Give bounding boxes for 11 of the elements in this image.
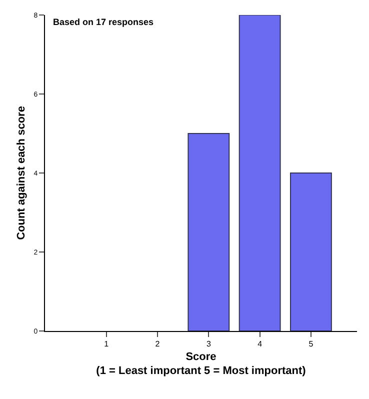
x-tick-label: 5 [308, 340, 314, 349]
x-tick-label: 1 [104, 340, 110, 349]
x-tick-label: 4 [258, 340, 263, 349]
bar [290, 172, 332, 331]
y-axis-title: Count against each score [15, 106, 28, 240]
x-tick-label: 3 [206, 340, 212, 349]
x-tick-label: 2 [155, 340, 160, 349]
x-axis-title: Score (1 = Least important 5 = Most important) [96, 350, 306, 378]
annotation: Based on 17 responses [53, 17, 154, 27]
bar [188, 133, 230, 331]
bar [238, 15, 281, 331]
